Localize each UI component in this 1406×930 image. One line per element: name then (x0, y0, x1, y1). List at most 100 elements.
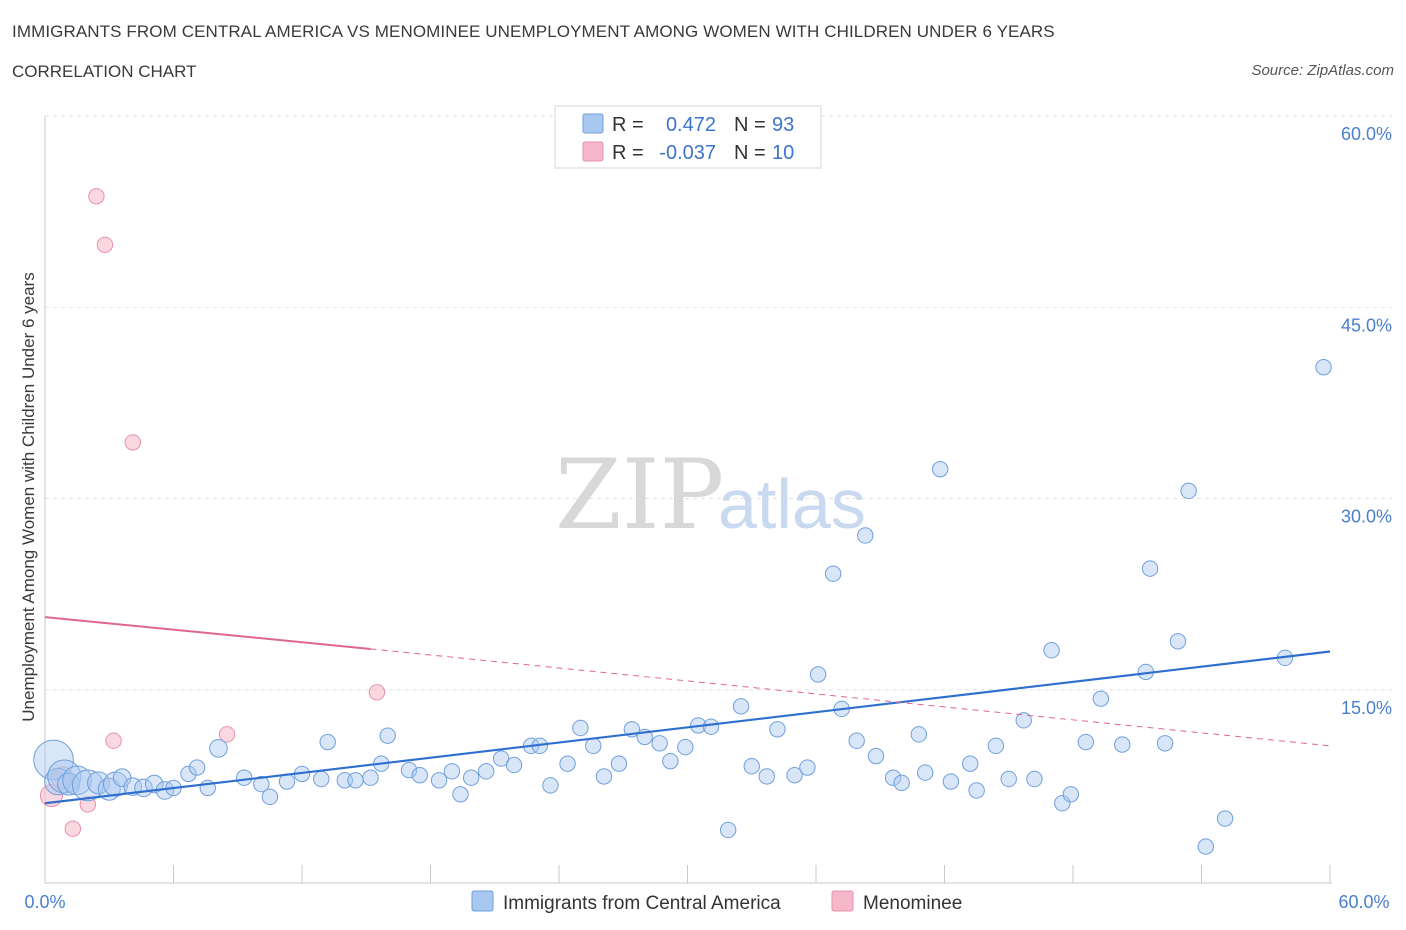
x-tick-label-min: 0.0% (24, 892, 65, 912)
y-tick-label-0: 15.0% (1341, 698, 1392, 718)
central-america-point-21 (261, 788, 279, 806)
central-america-point-88 (1156, 735, 1174, 752)
central-america-point-20 (253, 775, 270, 793)
central-america-point-19 (235, 769, 253, 786)
central-america-point-87 (1141, 560, 1159, 577)
legend-swatch-pink (582, 141, 604, 162)
central-america-point-45 (585, 737, 602, 755)
central-america-point-31 (400, 761, 418, 779)
central-america-point-34 (443, 763, 461, 780)
central-america-point-81 (1054, 795, 1071, 812)
menominee-trend-line-dashed (370, 648, 1331, 747)
central-america-point-83 (1077, 733, 1095, 751)
bottom-legend-label-blue: Immigrants from Central America (503, 893, 781, 914)
central-america-point-28 (362, 769, 379, 786)
central-america-point-79 (1026, 770, 1043, 788)
x-axis-ticks (44, 865, 1331, 883)
central-america-point-71 (917, 764, 934, 781)
watermark-zip: ZIP (555, 439, 724, 551)
bottom-legend-swatch-pink (831, 890, 854, 912)
central-america-point-72 (932, 460, 949, 478)
menominee-point-8 (218, 726, 236, 743)
legend-n-value-1: 93 (772, 114, 794, 136)
menominee-point-4 (88, 188, 105, 205)
trend-lines (44, 616, 1331, 805)
central-america-point-55 (719, 821, 737, 839)
central-america-point-63 (824, 565, 842, 582)
central-america-point-15 (180, 765, 197, 783)
central-america-point-91 (1197, 838, 1214, 855)
central-america-points (33, 358, 1332, 855)
legend-n-label-1: N = (734, 114, 766, 136)
y-tick-label-3: 60.0% (1341, 124, 1392, 144)
central-america-point-67 (867, 747, 885, 765)
central-america-point-4 (62, 765, 92, 796)
bottom-legend-swatch-blue (471, 890, 494, 912)
menominee-points (39, 188, 386, 837)
menominee-point-7 (124, 434, 142, 451)
central-america-point-18 (209, 739, 228, 758)
central-america-point-25 (319, 733, 336, 751)
central-america-point-61 (799, 759, 816, 776)
grid (45, 115, 1392, 691)
chart-subtitle: CORRELATION CHART (12, 62, 197, 81)
central-america-point-62 (809, 666, 827, 683)
central-america-point-39 (505, 756, 523, 774)
central-america-point-89 (1169, 633, 1187, 650)
central-america-point-65 (848, 732, 865, 749)
x-tick-label-max: 60.0% (1338, 892, 1389, 912)
central-america-point-92 (1216, 810, 1234, 827)
central-america-trend-line (44, 650, 1331, 805)
source-label: Source: ZipAtlas.com (1251, 62, 1394, 79)
central-america-point-54 (702, 718, 720, 735)
central-america-point-70 (910, 726, 927, 743)
central-america-point-37 (477, 763, 495, 780)
bottom-legend: Immigrants from Central America Menomine… (471, 890, 962, 914)
central-america-point-35 (452, 786, 469, 803)
legend-r-label-1: R = (612, 114, 644, 136)
central-america-point-74 (962, 755, 979, 772)
legend-r-label-2: R = (612, 142, 644, 164)
legend-n-value-2: 10 (772, 142, 794, 164)
central-america-point-94 (1315, 358, 1332, 376)
watermark-atlas: atlas (718, 465, 866, 543)
central-america-point-57 (743, 758, 760, 775)
central-america-point-84 (1092, 690, 1110, 707)
y-tick-label-2: 45.0% (1341, 315, 1392, 335)
central-america-point-85 (1114, 736, 1131, 753)
central-america-point-30 (379, 727, 396, 744)
bottom-legend-label-pink: Menominee (863, 893, 962, 914)
central-america-point-51 (662, 752, 679, 770)
legend: R = 0.472 N = 93 R = -0.037 N = 10 (554, 105, 822, 169)
y-tick-label-1: 30.0% (1341, 507, 1392, 527)
menominee-point-2 (64, 820, 82, 837)
central-america-point-80 (1043, 642, 1060, 659)
central-america-point-50 (651, 735, 668, 752)
central-america-point-33 (430, 772, 448, 789)
central-america-point-59 (769, 721, 786, 738)
central-america-point-90 (1180, 482, 1197, 500)
central-america-point-44 (572, 719, 589, 737)
central-america-point-27 (347, 772, 364, 789)
central-america-point-75 (968, 782, 985, 799)
legend-r-value-1: 0.472 (666, 114, 716, 136)
legend-swatch-blue (582, 113, 604, 134)
central-america-point-56 (732, 698, 750, 715)
chart-title: IMMIGRANTS FROM CENTRAL AMERICA VS MENOM… (12, 22, 1055, 41)
central-america-point-32 (411, 766, 428, 784)
central-america-point-36 (462, 769, 480, 786)
menominee-point-6 (105, 732, 122, 749)
central-america-point-60 (786, 766, 803, 784)
central-america-point-12 (144, 774, 164, 794)
central-america-point-24 (313, 770, 330, 788)
legend-r-value-2: -0.037 (659, 142, 716, 164)
central-america-point-16 (188, 759, 206, 776)
central-america-point-52 (677, 738, 694, 756)
menominee-point-9 (368, 684, 386, 701)
menominee-trend-line-solid (44, 616, 371, 650)
central-america-point-77 (1000, 770, 1017, 788)
central-america-point-58 (758, 768, 775, 785)
central-america-point-69 (893, 774, 910, 792)
central-america-point-46 (595, 768, 613, 785)
central-america-point-68 (884, 769, 902, 786)
